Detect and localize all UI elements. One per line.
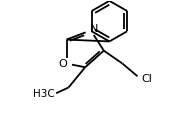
Text: O: O (58, 59, 67, 69)
Text: Cl: Cl (141, 74, 152, 84)
Text: H3C: H3C (33, 89, 54, 99)
Text: N: N (89, 24, 98, 33)
